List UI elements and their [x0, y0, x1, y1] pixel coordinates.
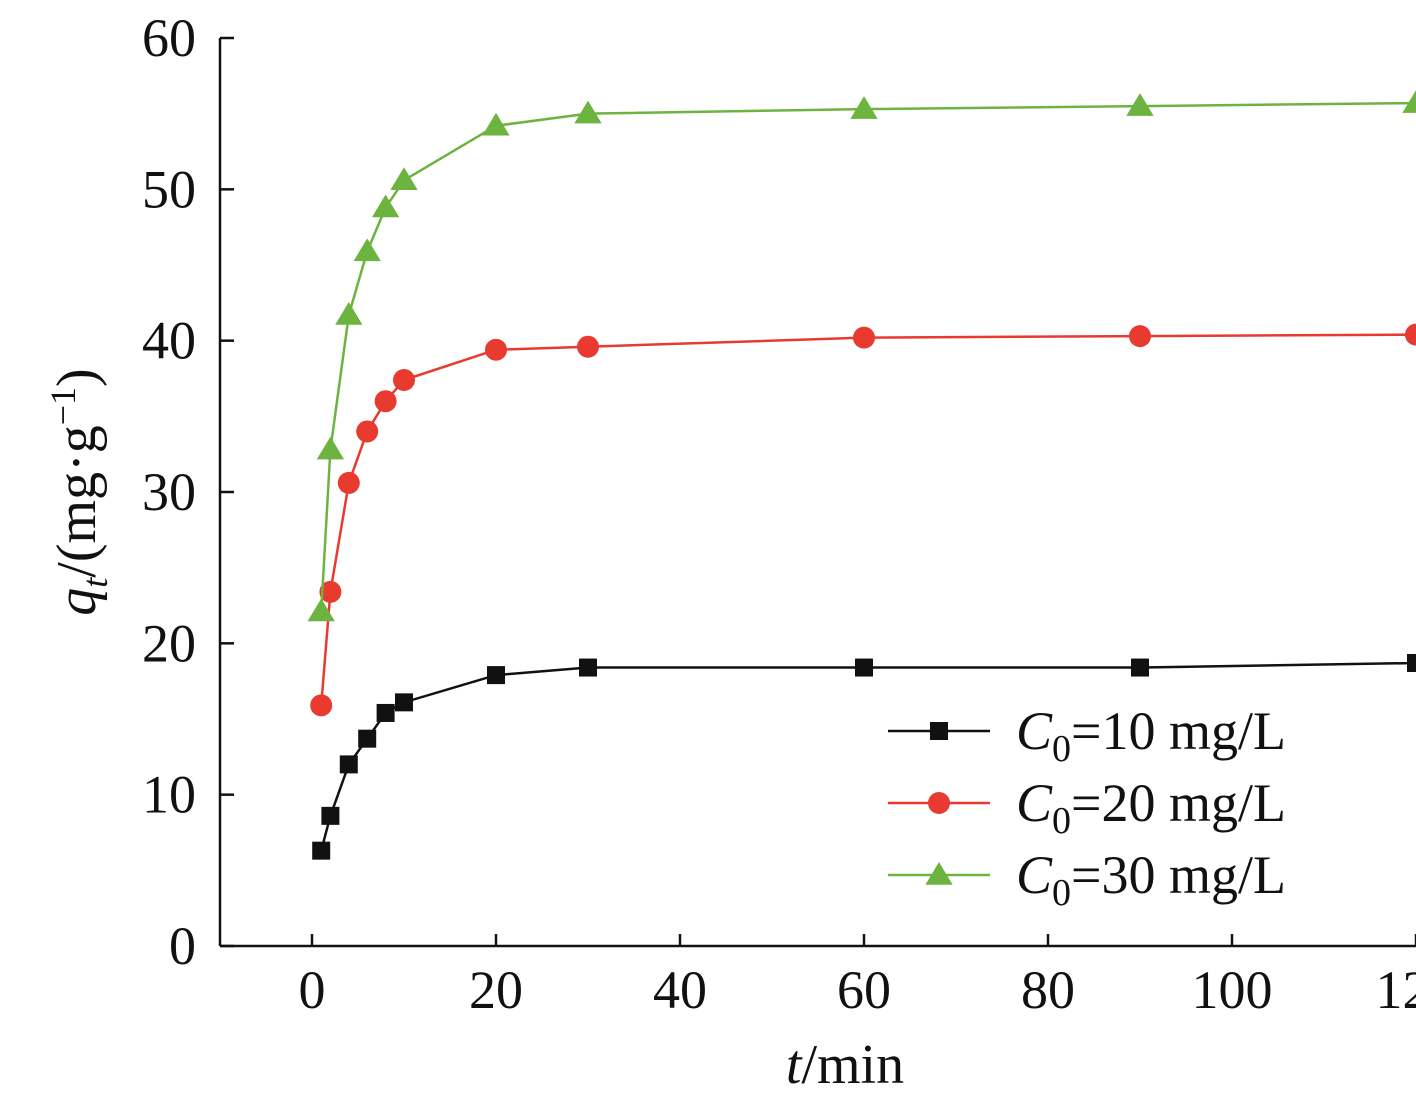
series-1-point	[487, 666, 505, 685]
legend: C0=10 mg/LC0=20 mg/LC0=30 mg/L	[888, 701, 1286, 914]
y-axis-title: qt/(mg·g−1)	[43, 368, 115, 615]
series-2-line	[319, 333, 1416, 706]
x-tick-label: 80	[1021, 960, 1075, 1020]
x-axis-title: t/min	[786, 1034, 904, 1096]
y-tick-label: 10	[142, 765, 196, 825]
series-2-point	[319, 580, 342, 603]
legend-label-var: C	[1016, 773, 1053, 833]
series-3-point	[1402, 90, 1416, 113]
x-tick-label: 20	[469, 960, 523, 1020]
legend-marker	[930, 722, 948, 740]
x-tick-label: 100	[1192, 960, 1273, 1020]
x-tick-label: 60	[837, 960, 891, 1020]
legend-entry-3: C0=30 mg/L	[888, 845, 1286, 914]
series-1-point	[855, 658, 873, 677]
y-axis-var-sub: t	[75, 577, 115, 588]
legend-label: C0=30 mg/L	[1016, 845, 1286, 914]
x-ticks: 0 20 40 60 80 100 120	[299, 934, 1416, 1020]
series-1-point	[376, 703, 395, 722]
legend-label: C0=20 mg/L	[1016, 773, 1286, 842]
series-3-point	[371, 194, 400, 218]
y-tick-label: 0	[169, 916, 196, 976]
x-tick-label: 0	[299, 960, 326, 1020]
x-axis-var: t	[786, 1034, 803, 1096]
series-2-point	[374, 390, 397, 413]
series-1-point	[312, 841, 331, 860]
series-1-point	[1407, 654, 1416, 673]
series-2-point	[310, 694, 333, 717]
legend-label-rest: =30 mg/L	[1071, 845, 1286, 905]
legend-marker	[928, 792, 950, 814]
series-3-point	[335, 301, 363, 325]
series-3-point	[850, 96, 878, 119]
series-1-point	[321, 806, 340, 825]
series-3-point	[574, 100, 602, 124]
y-tick-label: 30	[142, 462, 196, 522]
y-tick-label: 40	[142, 311, 196, 371]
y-axis-unit-sup: −1	[43, 387, 83, 425]
series-3	[307, 90, 1416, 622]
x-axis-unit: /min	[801, 1034, 904, 1096]
legend-label: C0=10 mg/L	[1016, 701, 1286, 770]
y-axis-unit: /(mg·g	[46, 425, 108, 577]
x-tick-label: 40	[653, 960, 707, 1020]
series-2-point	[485, 338, 507, 361]
legend-label-sub: 0	[1052, 872, 1071, 914]
series-1-point	[358, 729, 377, 748]
legend-label-sub: 0	[1052, 728, 1071, 770]
series-3-point	[316, 436, 345, 460]
series-2-point	[1129, 325, 1151, 348]
legend-entry-2: C0=20 mg/L	[888, 773, 1286, 842]
series-1-point	[1131, 658, 1149, 677]
series-3-line	[319, 101, 1416, 612]
series-1-point	[579, 658, 597, 677]
y-axis-close: )	[46, 368, 108, 387]
series-2-point	[577, 335, 599, 358]
legend-label-rest: =10 mg/L	[1071, 701, 1286, 761]
series-1	[312, 654, 1416, 860]
legend-entry-1: C0=10 mg/L	[888, 701, 1286, 770]
legend-label-var: C	[1016, 701, 1053, 761]
legend-label-sub: 0	[1052, 800, 1071, 842]
series-2-point	[393, 369, 415, 392]
series-3-point	[1126, 93, 1154, 116]
series-1-point	[339, 755, 358, 774]
series-2-point	[1405, 323, 1416, 346]
y-axis-var: q	[46, 588, 108, 616]
series-3-point	[353, 238, 381, 262]
series-3-point	[482, 112, 510, 136]
series-2-point	[356, 420, 379, 443]
series-1-point	[395, 693, 413, 712]
series-2-point	[337, 471, 360, 494]
series-3-point	[390, 167, 418, 191]
x-tick-label: 120	[1376, 960, 1416, 1020]
legend-label-var: C	[1016, 845, 1053, 905]
y-tick-label: 60	[142, 8, 196, 68]
y-tick-label: 50	[142, 159, 196, 219]
legend-label-rest: =20 mg/L	[1071, 773, 1286, 833]
legend-marker	[925, 862, 953, 885]
y-ticks: 0 10 20 30 40 50 60	[142, 8, 234, 976]
series-layer	[307, 90, 1416, 860]
y-tick-label: 20	[142, 613, 196, 673]
series-2-point	[853, 326, 875, 349]
series-3-point	[307, 598, 335, 622]
series-2	[310, 323, 1416, 717]
